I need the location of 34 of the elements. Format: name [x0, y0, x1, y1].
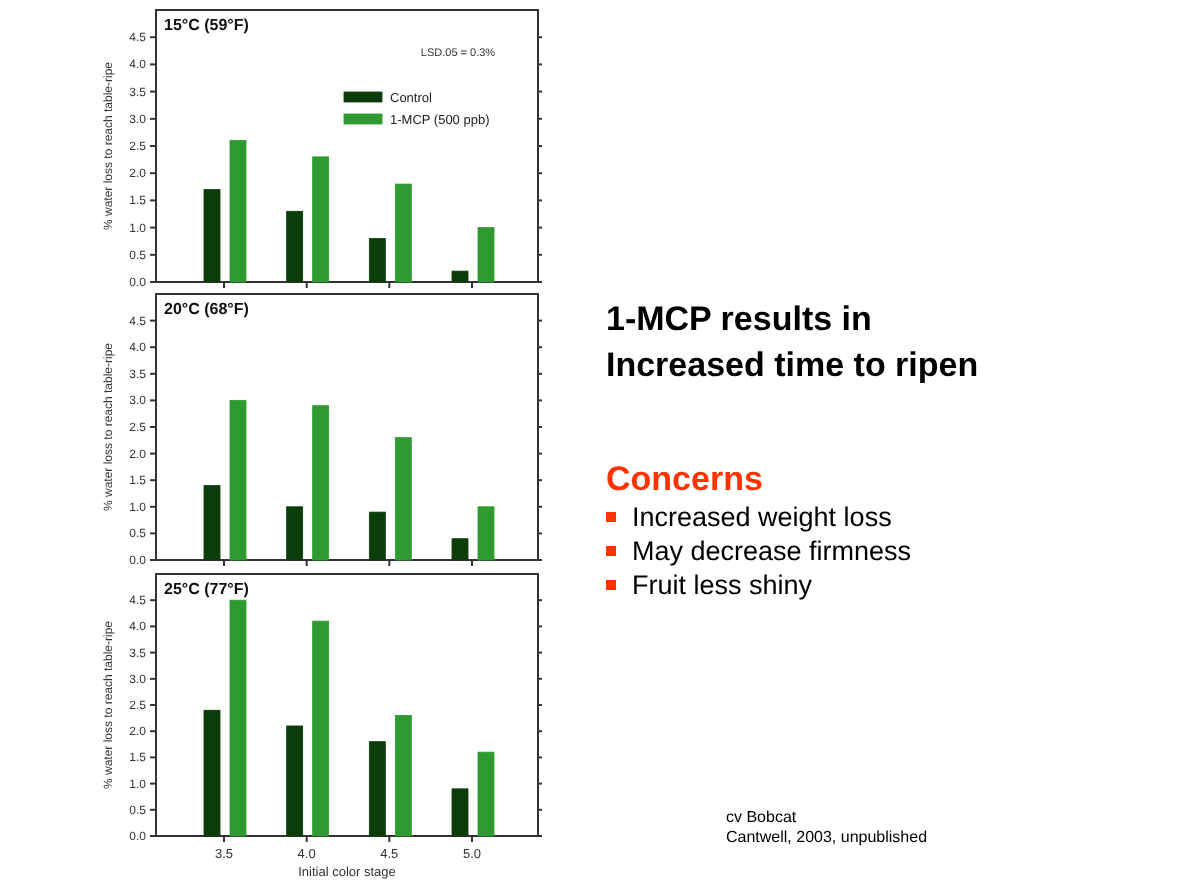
bar	[229, 599, 247, 837]
text: 1-MCP results in Increased time to ripen	[606, 298, 981, 388]
bar	[477, 506, 495, 561]
text: Cantwell, 2003, unpublished	[726, 828, 930, 848]
chart-title: 20°C (68°F)	[164, 300, 250, 318]
bar	[312, 405, 330, 561]
bar	[312, 620, 330, 837]
bar	[394, 715, 412, 837]
bar	[368, 238, 386, 283]
bar	[203, 189, 221, 283]
bar	[394, 183, 412, 283]
bar	[477, 227, 495, 283]
bar	[368, 741, 386, 837]
text: Concerns	[606, 460, 765, 500]
text: May decrease firmness	[632, 534, 912, 568]
text: cv Bobcat	[726, 808, 799, 828]
bar	[286, 210, 304, 283]
chart-title: 25°C (77°F)	[164, 580, 250, 598]
bar	[451, 538, 469, 561]
bar	[451, 270, 469, 283]
bar	[451, 788, 469, 837]
bar	[203, 485, 221, 561]
bar	[368, 511, 386, 561]
bar	[203, 709, 221, 837]
bar	[312, 156, 330, 283]
chart-title: 15°C (59°F)	[164, 16, 250, 34]
text: Fruit less shiny	[632, 568, 813, 602]
bar	[229, 140, 247, 283]
text: Increased weight loss	[632, 500, 892, 534]
bar	[286, 725, 304, 837]
bar	[286, 506, 304, 561]
bar	[477, 751, 495, 837]
bar	[394, 437, 412, 561]
bar	[229, 400, 247, 561]
